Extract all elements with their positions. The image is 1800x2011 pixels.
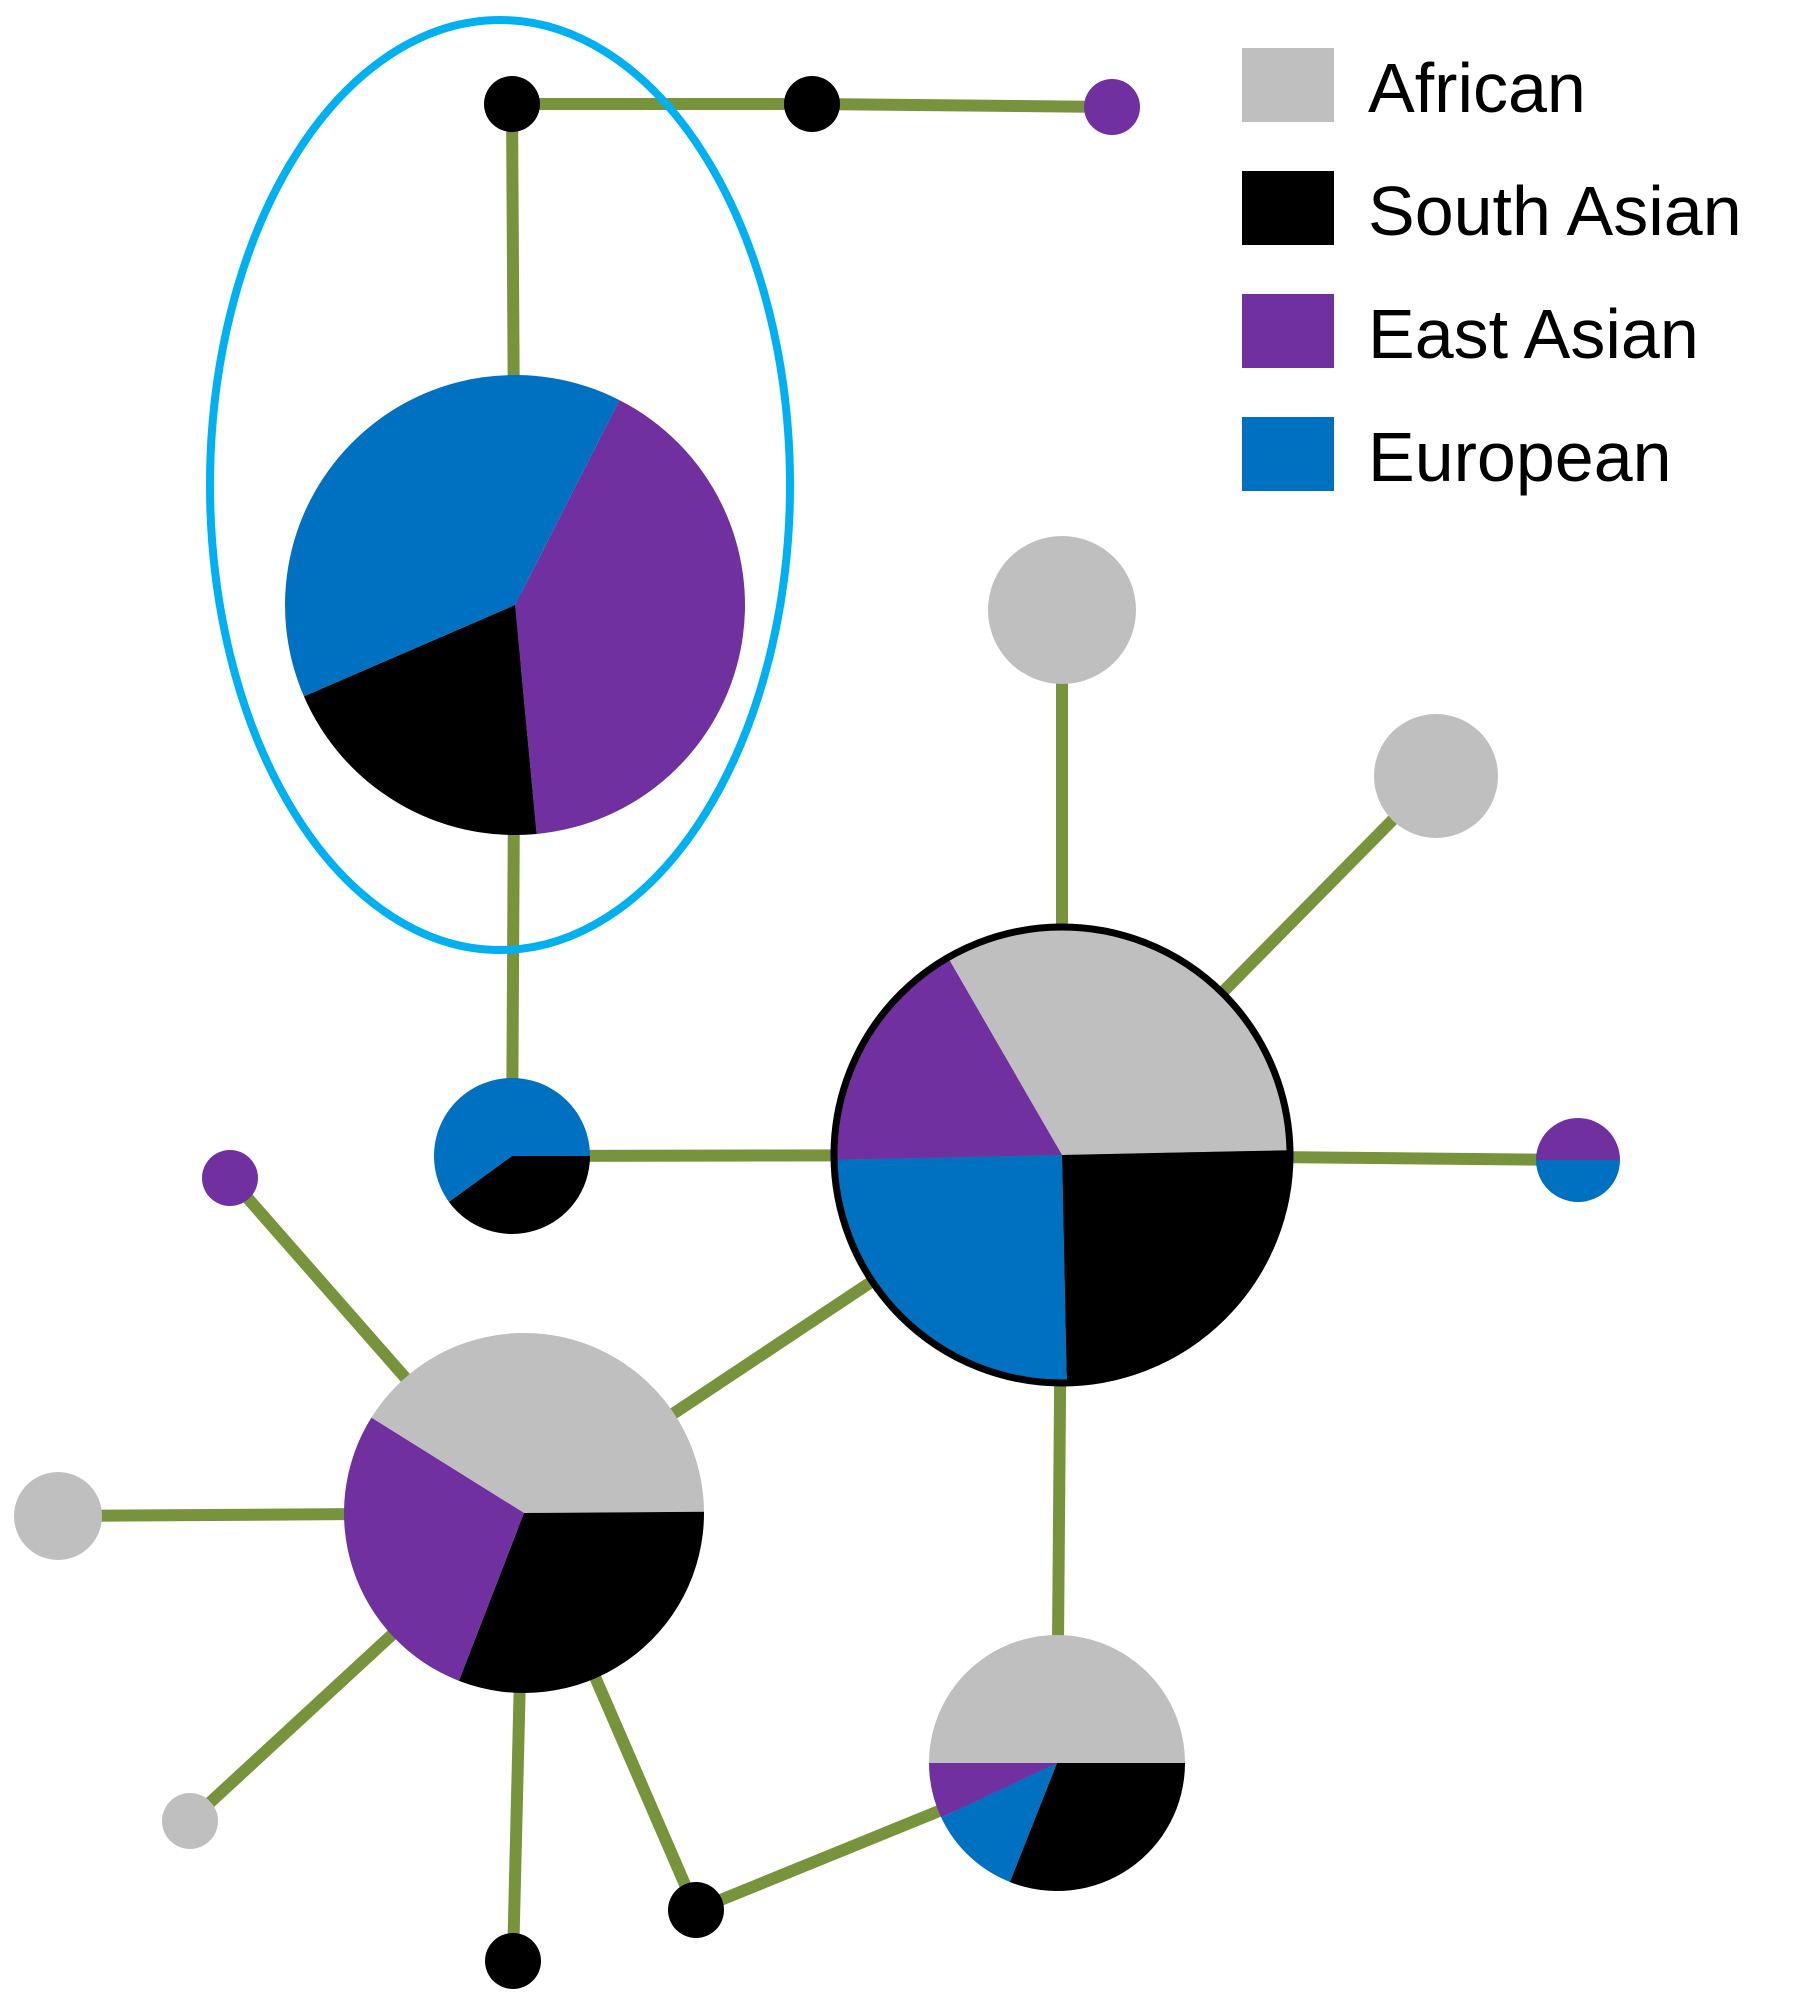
slice-east-asian — [1536, 1118, 1620, 1160]
node-outline — [830, 923, 1294, 1387]
slice-african — [1374, 714, 1498, 838]
node-hub_C — [830, 923, 1294, 1387]
node-leaf_C3 — [1536, 1118, 1620, 1202]
slice-south-asian — [784, 76, 840, 132]
slice-east-asian — [929, 1763, 1057, 1818]
node-hub_A — [285, 375, 745, 835]
highlight-ring — [206, 16, 794, 954]
node-top_1 — [484, 76, 540, 132]
legend-swatch-european — [1242, 417, 1334, 491]
slice-european — [285, 375, 620, 697]
node-leaf_D4 — [485, 1933, 541, 1989]
slice-south-asian — [448, 1156, 590, 1234]
edges-layer — [57, 98, 1579, 1962]
slice-african — [14, 1472, 102, 1560]
node-leaf_C1 — [988, 536, 1136, 684]
slice-south-asian — [458, 1511, 705, 1694]
slice-european — [434, 1077, 590, 1202]
slice-east-asian — [515, 400, 745, 834]
slice-african — [988, 536, 1136, 684]
legend-label-african: African — [1368, 49, 1586, 127]
slice-european — [941, 1763, 1057, 1883]
slice-east-asian — [202, 1150, 258, 1206]
slice-african — [162, 1793, 218, 1849]
slice-south-asian — [484, 76, 540, 132]
legend-label-south-asian: South Asian — [1368, 172, 1742, 250]
node-leaf_D1 — [202, 1150, 258, 1206]
legend-label-east-asian: East Asian — [1368, 295, 1699, 373]
slice-african — [929, 1635, 1185, 1763]
node-leaf_D2 — [14, 1472, 102, 1560]
node-leaf_D3 — [162, 1793, 218, 1849]
slice-african — [948, 927, 1290, 1155]
slice-south-asian — [485, 1933, 541, 1989]
slice-south-asian — [1062, 1150, 1290, 1383]
edge-top_2-top_3 — [811, 98, 1113, 113]
nodes-layer — [14, 76, 1620, 1989]
legend-swatch-african — [1242, 48, 1334, 122]
legend: African South Asian East Asian European — [1242, 48, 1742, 496]
node-node_B — [434, 1077, 590, 1234]
node-leaf_C2 — [1374, 714, 1498, 838]
node-top_2 — [784, 76, 840, 132]
slice-south-asian — [303, 605, 537, 835]
node-node_E — [929, 1635, 1185, 1891]
slice-east-asian — [343, 1417, 524, 1681]
slice-south-asian — [1009, 1763, 1185, 1891]
legend-label-european: European — [1368, 418, 1672, 496]
node-top_3 — [1084, 79, 1140, 135]
slice-european — [834, 1155, 1067, 1383]
node-hub_D — [343, 1332, 705, 1694]
legend-swatch-east-asian — [1242, 294, 1334, 368]
slice-east-asian — [1084, 79, 1140, 135]
node-leaf_D5 — [668, 1882, 724, 1938]
slice-european — [1536, 1160, 1620, 1202]
slice-african — [371, 1332, 704, 1513]
legend-swatch-south-asian — [1242, 171, 1334, 245]
slice-south-asian — [668, 1882, 724, 1938]
